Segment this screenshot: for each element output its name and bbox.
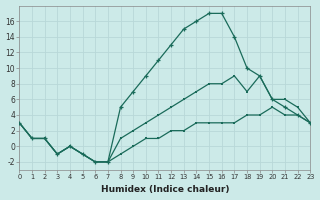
X-axis label: Humidex (Indice chaleur): Humidex (Indice chaleur) [100, 185, 229, 194]
